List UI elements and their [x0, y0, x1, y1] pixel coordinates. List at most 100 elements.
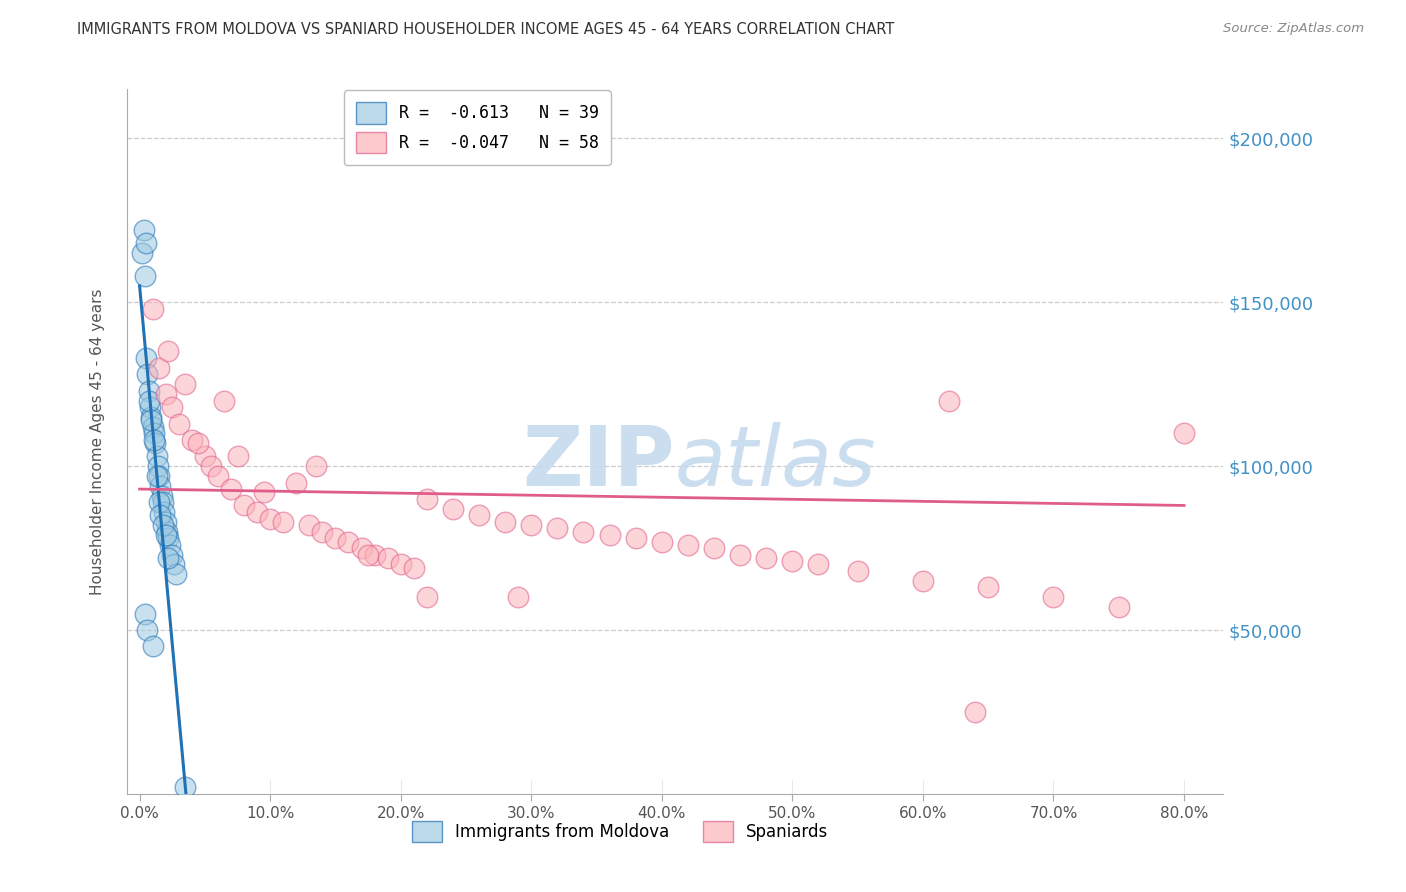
Point — [157, 531, 180, 545]
Point — [651, 534, 673, 549]
Point — [1108, 600, 1130, 615]
Point — [520, 518, 543, 533]
Point — [187, 436, 209, 450]
Point — [145, 450, 167, 464]
Point — [148, 360, 170, 375]
Point — [546, 521, 568, 535]
Point — [141, 413, 163, 427]
Point — [377, 550, 399, 565]
Point — [157, 550, 180, 565]
Point — [846, 564, 869, 578]
Point — [150, 489, 173, 503]
Point — [938, 393, 960, 408]
Point — [259, 511, 281, 525]
Point — [194, 450, 217, 464]
Point — [135, 351, 157, 365]
Point — [572, 524, 595, 539]
Point — [156, 524, 179, 539]
Point — [160, 548, 183, 562]
Point — [416, 491, 439, 506]
Point — [325, 531, 347, 545]
Point — [214, 393, 236, 408]
Point — [142, 419, 165, 434]
Point — [1042, 591, 1064, 605]
Point — [180, 433, 202, 447]
Point — [131, 246, 153, 260]
Point — [153, 505, 176, 519]
Point — [807, 558, 830, 572]
Point — [350, 541, 373, 555]
Point — [152, 495, 174, 509]
Point — [155, 387, 177, 401]
Point — [174, 377, 197, 392]
Point — [207, 469, 229, 483]
Point — [219, 482, 242, 496]
Point — [337, 534, 360, 549]
Point — [157, 344, 180, 359]
Y-axis label: Householder Income Ages 45 - 64 years: Householder Income Ages 45 - 64 years — [90, 288, 105, 595]
Point — [508, 591, 530, 605]
Point — [246, 505, 269, 519]
Point — [134, 607, 156, 621]
Point — [703, 541, 725, 555]
Point — [159, 538, 181, 552]
Point — [253, 485, 276, 500]
Point — [139, 400, 162, 414]
Point — [134, 268, 156, 283]
Point — [233, 499, 256, 513]
Point — [624, 531, 647, 545]
Text: ZIP: ZIP — [523, 422, 675, 503]
Point — [145, 469, 167, 483]
Point — [298, 518, 321, 533]
Point — [441, 501, 464, 516]
Point — [149, 479, 172, 493]
Point — [174, 780, 197, 795]
Point — [143, 436, 166, 450]
Point — [305, 459, 328, 474]
Text: IMMIGRANTS FROM MOLDOVA VS SPANIARD HOUSEHOLDER INCOME AGES 45 - 64 YEARS CORREL: IMMIGRANTS FROM MOLDOVA VS SPANIARD HOUS… — [77, 22, 894, 37]
Legend: Immigrants from Moldova, Spaniards: Immigrants from Moldova, Spaniards — [405, 814, 835, 849]
Point — [1173, 426, 1195, 441]
Point — [402, 560, 425, 574]
Point — [911, 574, 934, 588]
Point — [160, 400, 183, 414]
Point — [143, 433, 166, 447]
Point — [965, 705, 987, 719]
Point — [311, 524, 333, 539]
Point — [141, 409, 163, 424]
Point — [143, 426, 166, 441]
Point — [155, 515, 177, 529]
Point — [494, 515, 516, 529]
Point — [977, 581, 1000, 595]
Point — [148, 469, 170, 483]
Point — [468, 508, 491, 523]
Point — [676, 538, 699, 552]
Point — [155, 528, 177, 542]
Text: Source: ZipAtlas.com: Source: ZipAtlas.com — [1223, 22, 1364, 36]
Point — [165, 567, 187, 582]
Point — [142, 301, 165, 316]
Point — [135, 236, 157, 251]
Point — [226, 450, 249, 464]
Point — [389, 558, 412, 572]
Point — [755, 550, 778, 565]
Point — [149, 508, 172, 523]
Point — [782, 554, 804, 568]
Point — [146, 459, 169, 474]
Point — [132, 223, 155, 237]
Point — [200, 459, 222, 474]
Point — [142, 640, 165, 654]
Point — [136, 368, 159, 382]
Point — [416, 591, 439, 605]
Point — [138, 384, 160, 398]
Point — [363, 548, 385, 562]
Point — [152, 518, 174, 533]
Point — [728, 548, 751, 562]
Text: atlas: atlas — [675, 422, 876, 503]
Point — [285, 475, 308, 490]
Point — [138, 393, 160, 408]
Point — [148, 495, 170, 509]
Point — [167, 417, 190, 431]
Point — [162, 558, 184, 572]
Point — [271, 515, 294, 529]
